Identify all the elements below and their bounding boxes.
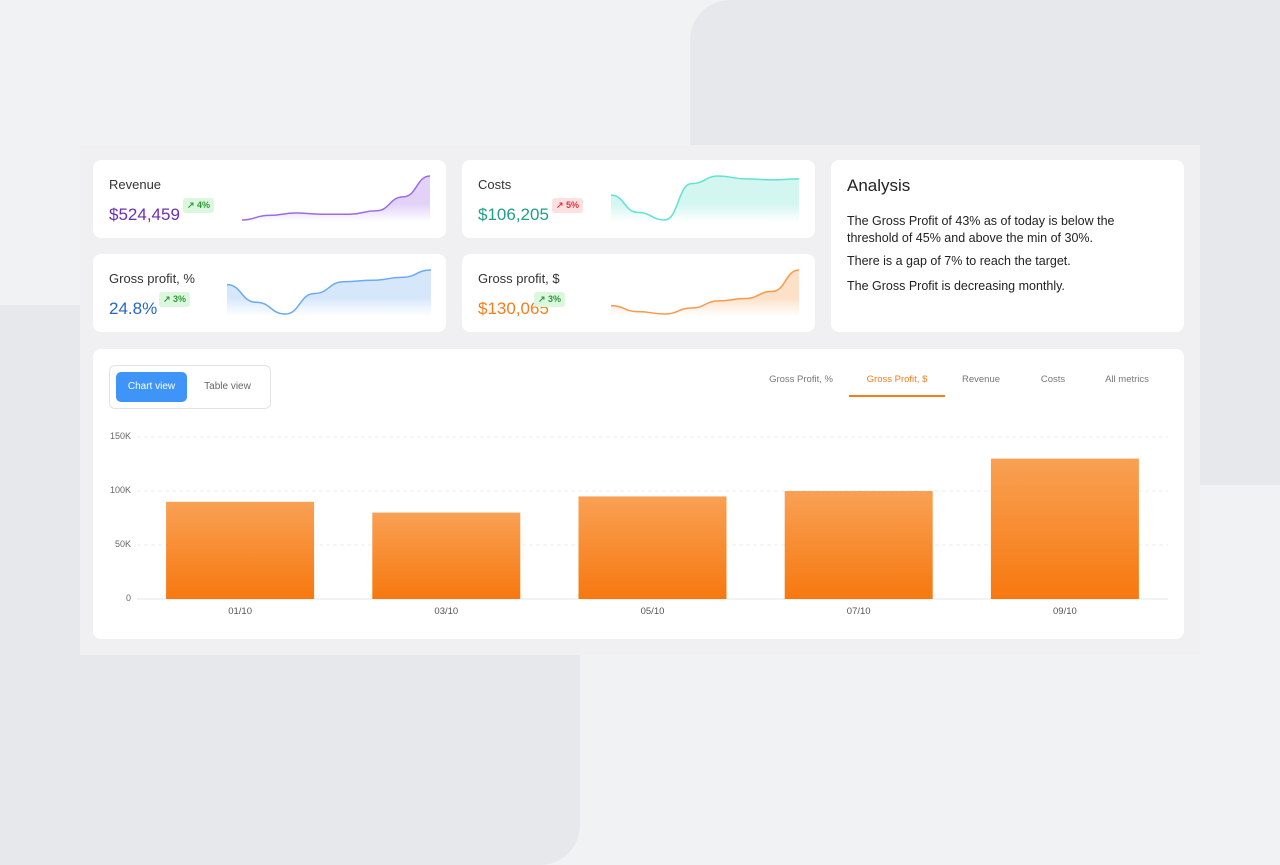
sparkline-line — [610, 175, 800, 221]
metric-tab[interactable]: All metrics — [1105, 374, 1149, 385]
kpi-change-badge: ↗ 5% — [552, 198, 584, 213]
y-tick-label: 50K — [114, 539, 131, 549]
bar — [990, 458, 1139, 599]
kpi-title: Gross profit, % — [109, 271, 195, 286]
bar — [578, 496, 727, 599]
kpi-title: Revenue — [109, 177, 162, 192]
sparkline-line — [226, 269, 432, 315]
kpi-change-badge: ↗ 3% — [534, 292, 566, 307]
sparkline-line — [241, 175, 431, 221]
sparkline-line — [610, 269, 800, 315]
bar — [166, 501, 315, 599]
kpi-card: Costs $106,205 ↗ 5% — [462, 160, 815, 238]
kpi-title: Costs — [478, 177, 512, 192]
sparkline-area — [611, 176, 799, 222]
sparkline-area — [227, 270, 431, 316]
kpi-change-badge: ↗ 4% — [183, 198, 215, 213]
bar — [372, 512, 521, 599]
metric-tab[interactable]: Costs — [1040, 374, 1066, 385]
sparkline — [241, 175, 431, 222]
metric-tab[interactable]: Revenue — [961, 374, 1001, 385]
analysis-title: Analysis — [847, 176, 911, 195]
kpi-change-badge: ↗ 3% — [159, 292, 191, 307]
x-tick-label: 07/10 — [846, 606, 871, 617]
sparkline-area — [242, 176, 430, 222]
chart-view-button[interactable]: Chart view — [116, 372, 187, 402]
metric-tab[interactable]: Gross Profit, % — [769, 374, 833, 385]
sparkline — [610, 269, 800, 316]
kpi-card: Revenue $524,459 ↗ 4% — [93, 160, 446, 238]
analysis-text: There is a gap of 7% to reach the target… — [847, 254, 1071, 268]
sparkline-area — [611, 270, 799, 316]
bar — [784, 491, 933, 599]
y-tick-label: 150K — [109, 431, 131, 441]
analysis-text: The Gross Profit of 43% as of today is b… — [847, 214, 1115, 245]
x-tick-label: 01/10 — [228, 606, 252, 617]
kpi-value: $106,205 — [478, 205, 549, 224]
kpi-title: Gross profit, $ — [478, 271, 560, 286]
x-tick-label: 09/10 — [1053, 606, 1077, 617]
sparkline — [226, 269, 432, 316]
metric-tab[interactable]: Gross Profit, $ — [849, 365, 945, 397]
view-toggle: Chart view Table view — [109, 365, 271, 409]
kpi-value: $524,459 — [109, 205, 180, 224]
analysis-card: Analysis The Gross Profit of 43% as of t… — [831, 160, 1184, 332]
sparkline — [610, 175, 800, 222]
x-tick-label: 03/10 — [434, 606, 459, 617]
analysis-text: The Gross Profit is decreasing monthly. — [847, 279, 1065, 293]
y-tick-label: 100K — [109, 485, 131, 495]
x-tick-label: 05/10 — [640, 606, 665, 617]
kpi-value: 24.8% — [109, 299, 158, 318]
y-tick-label: 0 — [125, 593, 131, 603]
kpi-value: $130,065 — [478, 299, 549, 318]
chart-card: Chart view Table view Gross Profit, % Gro… — [93, 349, 1184, 639]
table-view-button[interactable]: Table view — [204, 381, 251, 392]
kpi-card: Gross profit, % 24.8% ↗ 3% — [93, 254, 446, 332]
kpi-card: Gross profit, $ $130,065 ↗ 3% — [462, 254, 815, 332]
